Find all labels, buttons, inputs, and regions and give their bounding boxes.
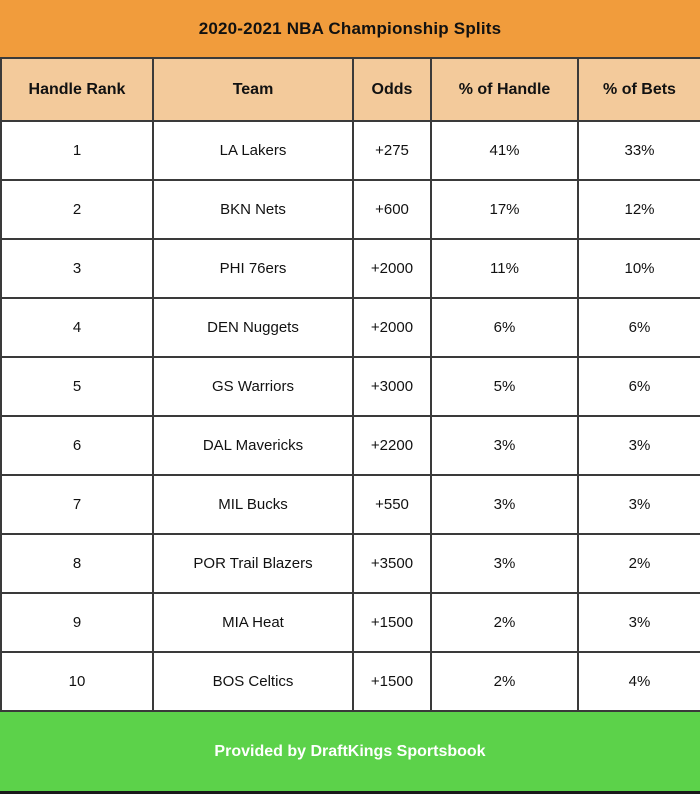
cell-pct-handle: 3% (430, 415, 579, 476)
cell-odds: +3500 (352, 533, 432, 594)
cell-odds: +275 (352, 120, 432, 181)
cell-pct-handle: 2% (430, 651, 579, 712)
cell-team: DEN Nuggets (152, 297, 354, 358)
cell-odds: +600 (352, 179, 432, 240)
table-row: 3 PHI 76ers +2000 11% 10% (0, 238, 700, 299)
cell-odds: +2000 (352, 297, 432, 358)
table-row: 8 POR Trail Blazers +3500 3% 2% (0, 533, 700, 594)
cell-pct-handle: 41% (430, 120, 579, 181)
table-body: 1 LA Lakers +275 41% 33% 2 BKN Nets +600 17% 12% 3… (0, 120, 700, 712)
cell-team: PHI 76ers (152, 238, 354, 299)
footer-text: Provided by DraftKings Sportsbook (214, 742, 486, 760)
cell-pct-bets: 10% (577, 238, 700, 299)
cell-odds: +3000 (352, 356, 432, 417)
column-header-pct-handle: % of Handle (430, 57, 579, 122)
cell-handle-rank: 6 (0, 415, 154, 476)
cell-odds: +550 (352, 474, 432, 535)
cell-pct-bets: 6% (577, 297, 700, 358)
cell-handle-rank: 9 (0, 592, 154, 653)
table-row: 10 BOS Celtics +1500 2% 4% (0, 651, 700, 712)
cell-pct-bets: 3% (577, 592, 700, 653)
cell-handle-rank: 5 (0, 356, 154, 417)
cell-odds: +2200 (352, 415, 432, 476)
cell-pct-bets: 12% (577, 179, 700, 240)
cell-odds: +2000 (352, 238, 432, 299)
cell-team: BOS Celtics (152, 651, 354, 712)
cell-team: GS Warriors (152, 356, 354, 417)
cell-pct-bets: 3% (577, 415, 700, 476)
cell-pct-bets: 6% (577, 356, 700, 417)
cell-team: DAL Mavericks (152, 415, 354, 476)
table-row: 5 GS Warriors +3000 5% 6% (0, 356, 700, 417)
cell-handle-rank: 10 (0, 651, 154, 712)
cell-pct-handle: 2% (430, 592, 579, 653)
cell-team: LA Lakers (152, 120, 354, 181)
cell-pct-handle: 17% (430, 179, 579, 240)
cell-team: BKN Nets (152, 179, 354, 240)
cell-pct-handle: 3% (430, 474, 579, 535)
cell-pct-handle: 11% (430, 238, 579, 299)
table-row: 9 MIA Heat +1500 2% 3% (0, 592, 700, 653)
table-row: 1 LA Lakers +275 41% 33% (0, 120, 700, 181)
table-row: 2 BKN Nets +600 17% 12% (0, 179, 700, 240)
cell-handle-rank: 3 (0, 238, 154, 299)
header-row: Handle Rank Team Odds % of Handle % of B… (0, 57, 700, 122)
cell-odds: +1500 (352, 592, 432, 653)
cell-handle-rank: 7 (0, 474, 154, 535)
cell-pct-bets: 3% (577, 474, 700, 535)
cell-pct-handle: 6% (430, 297, 579, 358)
cell-handle-rank: 1 (0, 120, 154, 181)
column-header-pct-bets: % of Bets (577, 57, 700, 122)
cell-pct-bets: 2% (577, 533, 700, 594)
cell-team: POR Trail Blazers (152, 533, 354, 594)
cell-pct-bets: 33% (577, 120, 700, 181)
cell-handle-rank: 4 (0, 297, 154, 358)
splits-table: Handle Rank Team Odds % of Handle % of B… (0, 57, 700, 712)
cell-team: MIL Bucks (152, 474, 354, 535)
footer-banner: Provided by DraftKings Sportsbook (0, 712, 700, 794)
page-title: 2020-2021 NBA Championship Splits (198, 18, 502, 38)
cell-pct-handle: 3% (430, 533, 579, 594)
title-banner: 2020-2021 NBA Championship Splits (0, 0, 700, 57)
cell-team: MIA Heat (152, 592, 354, 653)
cell-handle-rank: 8 (0, 533, 154, 594)
column-header-team: Team (152, 57, 354, 122)
column-header-handle-rank: Handle Rank (0, 57, 154, 122)
column-header-odds: Odds (352, 57, 432, 122)
cell-handle-rank: 2 (0, 179, 154, 240)
cell-pct-bets: 4% (577, 651, 700, 712)
table-row: 4 DEN Nuggets +2000 6% 6% (0, 297, 700, 358)
cell-odds: +1500 (352, 651, 432, 712)
cell-pct-handle: 5% (430, 356, 579, 417)
table-row: 7 MIL Bucks +550 3% 3% (0, 474, 700, 535)
table-row: 6 DAL Mavericks +2200 3% 3% (0, 415, 700, 476)
